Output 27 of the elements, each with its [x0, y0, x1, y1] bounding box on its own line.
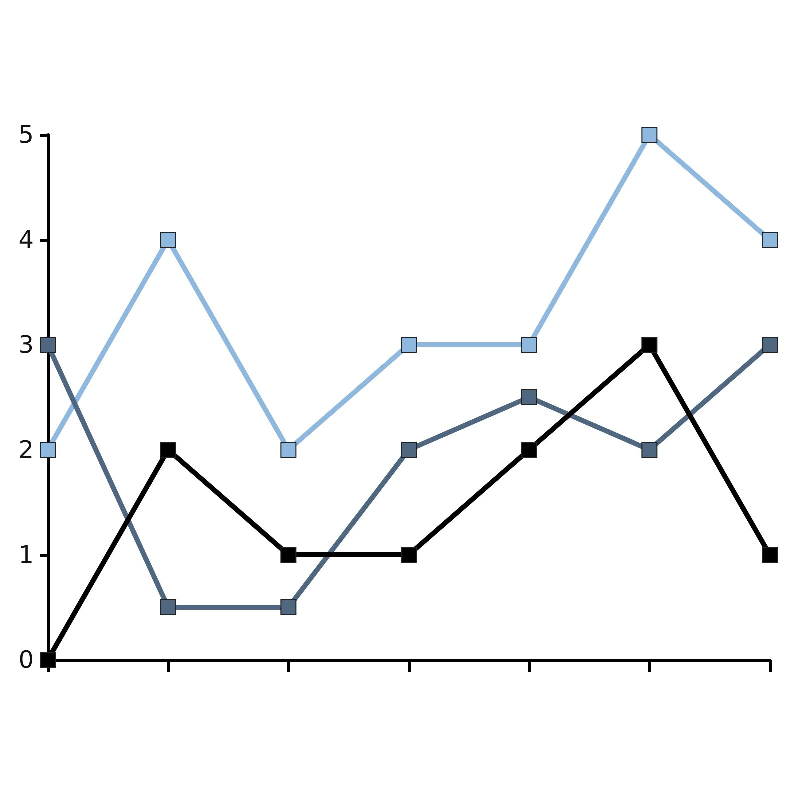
point: [401, 337, 417, 353]
point: [401, 547, 417, 563]
point: [642, 127, 658, 143]
point: [642, 337, 658, 353]
point: [40, 337, 56, 353]
point: [40, 442, 56, 458]
y-tick-label: 3: [18, 331, 34, 359]
point: [762, 232, 778, 248]
point: [160, 232, 176, 248]
point: [762, 337, 778, 353]
y-tick-label: 5: [18, 121, 34, 149]
point: [280, 442, 297, 458]
y-tick-label: 4: [18, 226, 34, 254]
point: [521, 442, 538, 458]
point: [160, 442, 176, 458]
y-tick-label: 1: [18, 541, 34, 569]
point: [40, 652, 56, 668]
y-tick-label: 2: [18, 436, 34, 464]
point: [280, 600, 297, 616]
point: [642, 442, 658, 458]
point: [160, 600, 176, 616]
point: [521, 390, 538, 406]
point: [521, 337, 538, 353]
point: [762, 547, 778, 563]
y-tick-label: 0: [18, 646, 34, 674]
point: [401, 442, 417, 458]
point: [280, 547, 297, 563]
